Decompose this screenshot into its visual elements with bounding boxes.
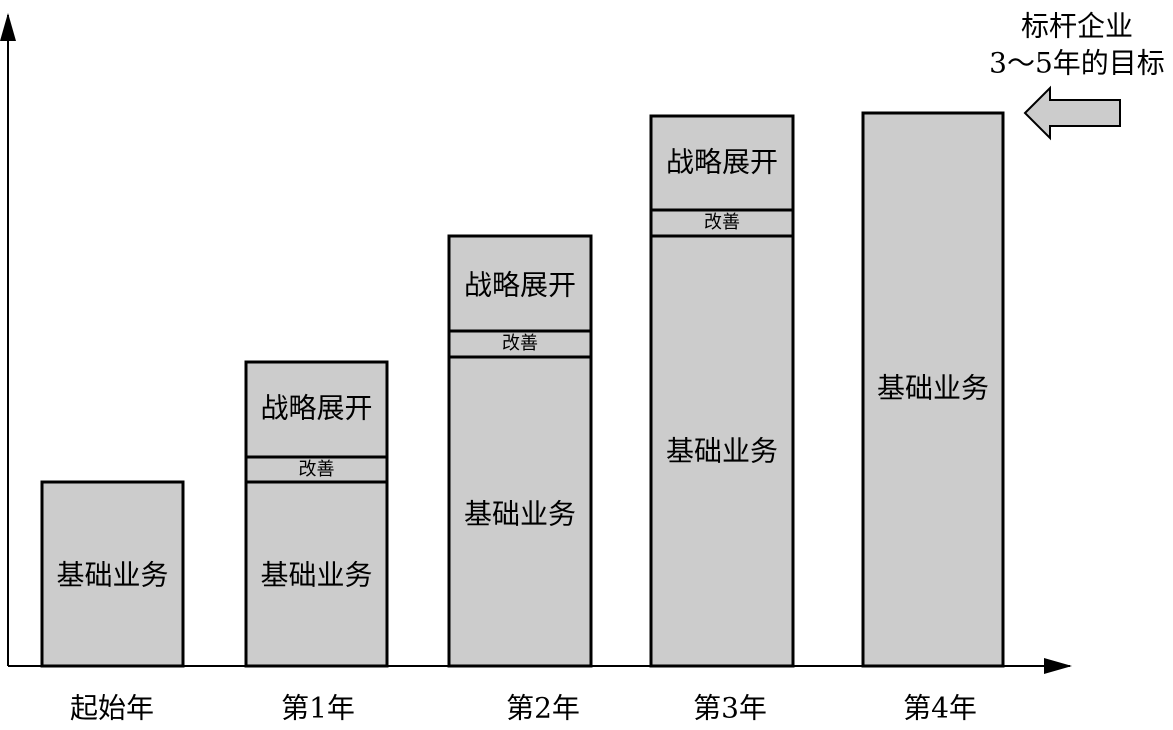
segment-label: 改善 [704,212,740,233]
segment-label: 改善 [502,333,538,354]
segment-label: 战略展开 [260,392,372,425]
column-label: 第4年 [903,692,977,725]
annotation-line: 3～5年的目标 [989,47,1165,80]
segment-label: 基础业务 [260,559,372,592]
column-label: 第2年 [506,692,580,725]
segment [649,234,795,668]
segment [447,234,593,333]
segment [447,355,593,668]
target-arrow [1023,85,1121,141]
segment [649,208,795,238]
content: 基础业务起始年基础业务改善战略展开第1年基础业务改善战略展开第2年基础业务改善战… [40,10,1165,725]
column-label: 起始年 [70,692,154,725]
segment-label: 战略展开 [666,146,778,179]
annotation-line: 标杆企业 [1021,10,1133,43]
column-label: 第1年 [281,692,355,725]
segment-label: 战略展开 [464,269,576,302]
segment [649,114,795,212]
segment-label: 基础业务 [56,559,168,592]
segment-label: 基础业务 [464,498,576,531]
column-label: 第3年 [693,692,767,725]
segment [861,111,1005,668]
segment [447,329,593,359]
segment-label: 基础业务 [877,372,989,405]
segment [244,455,389,484]
segment-label: 基础业务 [666,435,778,468]
segment [244,360,389,459]
segment [40,480,185,668]
segment-label: 改善 [299,459,335,480]
